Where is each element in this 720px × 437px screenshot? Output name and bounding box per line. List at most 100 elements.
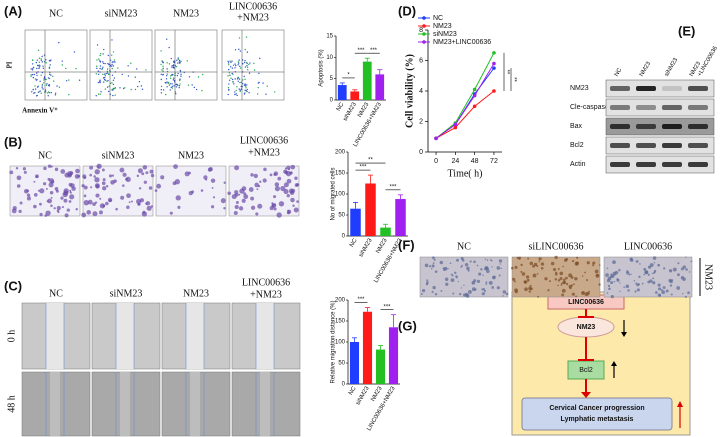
flow-dot [96, 67, 98, 70]
flow-dot [162, 70, 164, 72]
flow-dot [245, 90, 247, 92]
image-texture [120, 195, 125, 200]
flow-dot [47, 95, 49, 97]
flow-dot [38, 64, 40, 66]
x-tick-label: NM23 [370, 385, 384, 402]
image-texture [584, 271, 586, 274]
flow-dot [229, 74, 231, 77]
y-tick-label: 0 [419, 149, 423, 156]
image-texture [651, 272, 653, 275]
flow-dot [244, 59, 246, 62]
flow-dot [180, 73, 182, 76]
image-texture [636, 288, 640, 292]
group-label: LINC00636 [242, 277, 290, 288]
x-tick-label: 0 [434, 158, 438, 165]
image-texture [533, 262, 538, 267]
axis-label: No of migrated cells [331, 167, 337, 220]
flow-dot [165, 75, 168, 77]
image-texture [9, 170, 14, 175]
image-texture [97, 165, 100, 168]
panel-label: (C) [4, 278, 22, 293]
image-texture [450, 278, 455, 283]
image-texture [498, 259, 503, 263]
image-texture [537, 295, 540, 298]
image-texture [605, 273, 609, 277]
flow-dot [253, 69, 256, 71]
image-texture [613, 280, 616, 283]
image-texture [645, 270, 649, 274]
flow-dot [231, 67, 234, 69]
flow-dot [45, 78, 47, 81]
blot-band [610, 162, 630, 167]
image-texture [203, 175, 208, 180]
image-texture [92, 211, 98, 217]
flow-dot [244, 89, 246, 92]
flow-dot [49, 60, 51, 62]
flow-dot [241, 59, 244, 61]
image-texture [283, 189, 289, 195]
flow-dot [107, 79, 109, 82]
flow-dot [234, 63, 236, 65]
image-texture [296, 200, 299, 203]
flow-dot [175, 65, 178, 68]
image-texture [623, 286, 625, 289]
flow-dot [246, 65, 248, 67]
flow-dot [47, 91, 50, 93]
flow-dot [239, 90, 241, 93]
image-texture [33, 180, 36, 183]
image-texture [690, 260, 693, 263]
flow-dot [160, 50, 162, 52]
flow-dot [237, 61, 240, 63]
image-texture [630, 258, 634, 262]
flow-dot [31, 63, 34, 65]
image-texture [69, 194, 75, 200]
image-texture [421, 293, 423, 295]
up-arrow [677, 401, 683, 407]
flow-dot [228, 72, 231, 74]
column-label: LINC00636 [624, 241, 672, 252]
bar [375, 74, 385, 100]
blot-band [688, 86, 708, 91]
image-texture [633, 279, 636, 282]
flow-dot [179, 62, 181, 64]
flow-dot [166, 86, 168, 88]
flow-dot [244, 48, 246, 51]
blot-band [636, 143, 656, 148]
bar [375, 349, 386, 384]
axis-label: PI [6, 61, 14, 68]
image-texture [571, 259, 575, 263]
image-texture [552, 267, 557, 272]
flow-dot [124, 87, 126, 89]
image-texture [283, 182, 289, 188]
flow-dot [246, 62, 248, 65]
image-texture [635, 260, 639, 263]
image-texture [491, 286, 495, 289]
flow-dot [107, 73, 110, 76]
flow-dot [238, 88, 240, 90]
flow-dot [38, 61, 41, 63]
image-texture [461, 259, 465, 262]
image-texture [585, 279, 589, 282]
image-texture [227, 191, 231, 196]
flow-dot [160, 89, 162, 91]
image-texture [588, 290, 590, 293]
blot-band [688, 143, 708, 148]
image-texture [273, 207, 277, 211]
flow-dot [102, 66, 104, 68]
image-texture [485, 281, 488, 284]
flow-dot [58, 41, 60, 44]
image-texture [607, 284, 611, 288]
image-texture [273, 195, 277, 199]
image-texture [66, 208, 70, 212]
flow-dot [171, 64, 173, 67]
flow-dot [32, 67, 34, 70]
flow-dot [162, 67, 164, 70]
flow-dot [238, 37, 241, 39]
image-texture [280, 185, 286, 192]
flow-dot [258, 72, 260, 75]
flow-dot [265, 93, 267, 95]
flow-dot [95, 65, 98, 67]
panel-label: (G) [398, 318, 417, 333]
flow-dot [178, 84, 181, 87]
image-texture [628, 273, 631, 276]
